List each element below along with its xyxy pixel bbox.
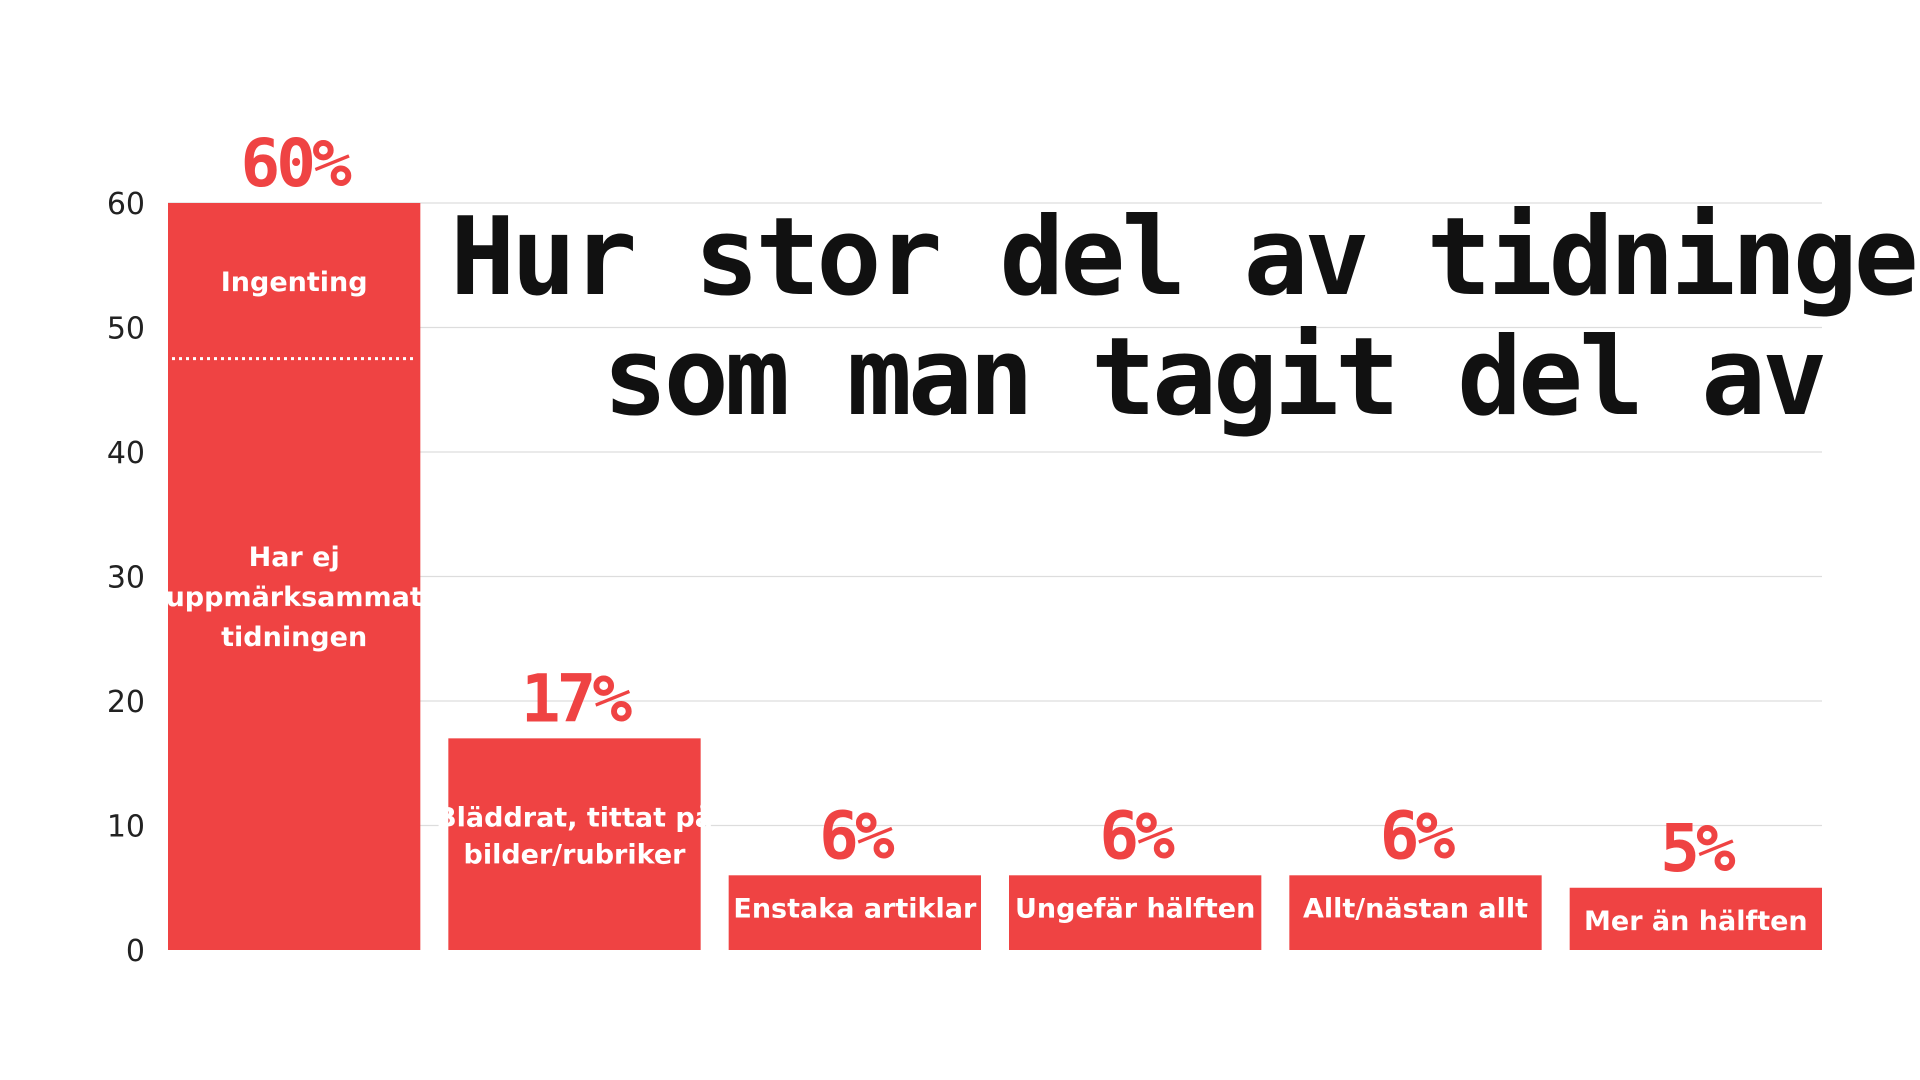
bar-value-label: 5% xyxy=(1660,810,1736,887)
value-labels: 60% Ingenting 17% Bläddrat, tittat på bilder… xyxy=(166,125,1808,937)
segment-label: Har ej xyxy=(249,542,340,573)
bar-value-label: 17% xyxy=(521,660,632,737)
bar-value-label: 6% xyxy=(1380,797,1456,874)
chart-title-line: Hur stor del av tidningen xyxy=(450,195,1920,320)
grid-lines xyxy=(168,202,1822,827)
y-tick-label: 40 xyxy=(107,436,145,471)
bar-value-label: 6% xyxy=(1099,797,1175,874)
bar xyxy=(728,875,981,950)
y-tick-label: 20 xyxy=(107,685,145,720)
bar xyxy=(1009,875,1262,950)
bar xyxy=(448,738,701,950)
segment-label: uppmärksammat xyxy=(166,582,423,613)
y-tick-label: 50 xyxy=(107,312,145,347)
bar-category-label: Allt/nästan allt xyxy=(1303,893,1528,924)
bar-category-label: Enstaka artiklar xyxy=(733,893,977,924)
bar-category-label: Ungefär hälften xyxy=(1015,893,1255,924)
y-tick-label: 10 xyxy=(107,810,145,845)
y-tick-label: 60 xyxy=(107,187,145,222)
bar-category-label: Mer än hälften xyxy=(1584,906,1808,937)
y-tick-label: 30 xyxy=(107,561,145,596)
bar xyxy=(1289,875,1542,950)
y-tick-label: 0 xyxy=(126,934,145,969)
bar xyxy=(1569,887,1822,950)
bar-value-label: 6% xyxy=(819,797,895,874)
bar-category-label: Ingenting xyxy=(221,267,368,298)
bar-category-label: bilder/rubriker xyxy=(464,839,687,870)
chart-title-line: som man tagit del av xyxy=(603,315,1823,440)
bars xyxy=(168,203,1822,950)
bar-category-label: Bläddrat, tittat på xyxy=(436,801,713,833)
bar xyxy=(168,203,421,950)
segment-label: tidningen xyxy=(221,622,367,653)
bar-value-label: 60% xyxy=(241,125,352,202)
y-axis: 0 10 20 30 40 50 60 xyxy=(107,187,145,969)
